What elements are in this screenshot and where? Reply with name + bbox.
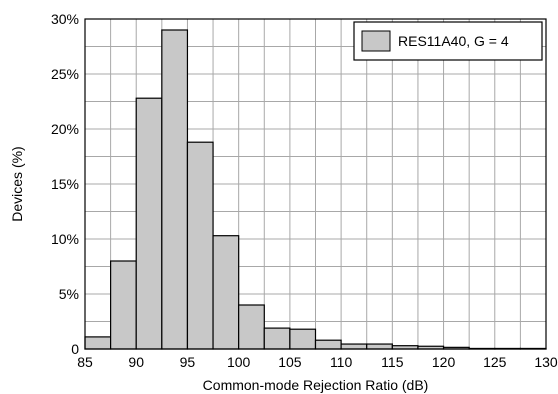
x-tick-label: 100 [227, 354, 251, 370]
histogram-bar [238, 304, 265, 350]
histogram-bar [135, 97, 163, 350]
legend-label: RES11A40, G = 4 [398, 33, 509, 49]
y-tick-label: 0 [71, 341, 79, 357]
y-axis-label: Devices (%) [9, 146, 25, 221]
x-axis-label: Common-mode Rejection Ratio (dB) [203, 377, 429, 393]
grid-lines [85, 19, 546, 349]
legend-box [353, 21, 543, 61]
histogram-bar [314, 339, 342, 350]
y-tick-label: 25% [51, 66, 79, 82]
histogram-bar [110, 260, 137, 350]
x-tick-label: 85 [77, 354, 93, 370]
legend: RES11A40, G = 4 [353, 21, 543, 61]
y-tick-label: 30% [51, 11, 79, 27]
histogram-bar [340, 343, 368, 350]
x-tick-label: 110 [330, 354, 353, 370]
y-tick-label: 20% [51, 121, 79, 137]
histogram-bar [212, 235, 240, 350]
y-tick-label: 5% [59, 286, 79, 302]
y-tick-label: 10% [51, 231, 79, 247]
histogram-bars [84, 29, 547, 350]
x-tick-label: 90 [128, 354, 144, 370]
x-tick-label: 95 [180, 354, 196, 370]
histogram-bar [84, 336, 112, 350]
histogram-bar [366, 343, 393, 350]
x-tick-label: 125 [483, 354, 507, 370]
histogram-bar [289, 328, 317, 350]
legend-swatch [361, 30, 391, 52]
x-tick-label: 105 [278, 354, 302, 370]
plot-frame [84, 18, 547, 350]
histogram-bar [161, 29, 189, 350]
y-tick-labels: 0 5% 10% 15% 20% 25% 30% [51, 11, 79, 357]
histogram-bar [263, 327, 291, 350]
x-tick-label: 130 [534, 354, 558, 370]
histogram-bar [186, 141, 214, 350]
x-tick-label: 120 [432, 354, 456, 370]
y-tick-label: 15% [51, 176, 79, 192]
x-tick-labels: 85 90 95 100 105 110 115 120 125 130 [77, 354, 558, 370]
x-tick-label: 115 [381, 354, 404, 370]
